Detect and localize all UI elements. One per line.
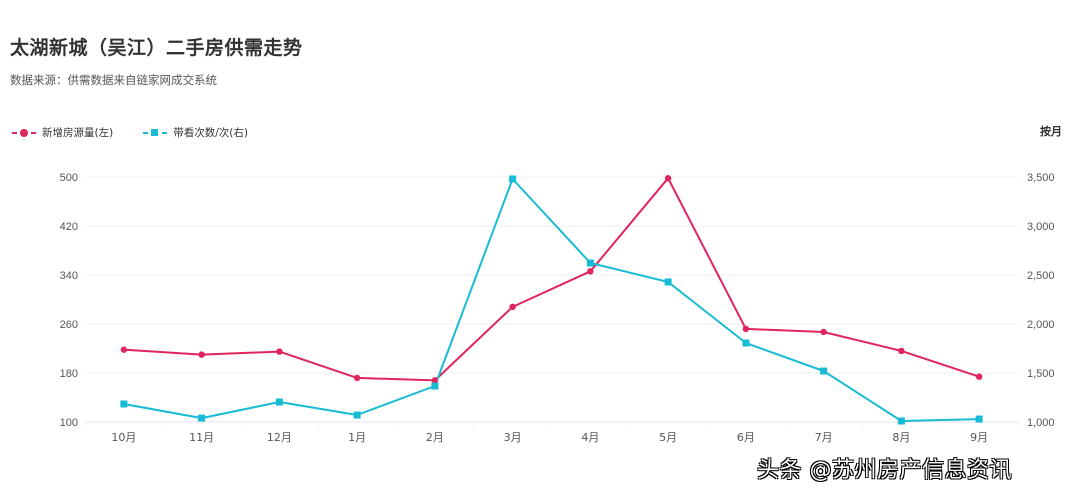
legend-item-viewings[interactable]: 带看次数/次(右) bbox=[143, 125, 248, 140]
data-point-circle[interactable] bbox=[276, 348, 283, 355]
data-point-square[interactable] bbox=[975, 415, 983, 423]
data-point-circle[interactable] bbox=[898, 347, 905, 355]
y-right-tick: 1,500 bbox=[1027, 368, 1055, 380]
x-tick-label: 7月 bbox=[815, 431, 833, 444]
x-tick-label: 3月 bbox=[504, 431, 522, 444]
data-point-circle[interactable] bbox=[820, 328, 827, 336]
legend-label: 带看次数/次(右) bbox=[173, 127, 248, 139]
series-line bbox=[123, 177, 980, 382]
data-point-square[interactable] bbox=[353, 411, 361, 419]
y-left-tick: 180 bbox=[60, 368, 78, 380]
y-right-tick: 2,000 bbox=[1027, 319, 1055, 331]
x-tick-label: 4月 bbox=[581, 431, 599, 444]
x-tick-label: 9月 bbox=[970, 431, 988, 444]
data-point-circle[interactable] bbox=[120, 346, 128, 353]
x-tick-label: 12月 bbox=[267, 431, 292, 444]
data-point-square[interactable] bbox=[275, 398, 283, 406]
data-point-square[interactable] bbox=[820, 367, 828, 375]
y-right-tick: 2,500 bbox=[1027, 270, 1055, 282]
data-point-square[interactable] bbox=[120, 400, 128, 408]
x-tick-label: 1月 bbox=[348, 431, 366, 444]
data-point-circle[interactable] bbox=[664, 175, 672, 182]
circle-marker-icon bbox=[12, 128, 36, 138]
data-point-square[interactable] bbox=[586, 259, 594, 267]
x-tick-label: 10月 bbox=[111, 431, 136, 444]
y-left-tick: 500 bbox=[60, 172, 78, 184]
x-tick-label: 11月 bbox=[189, 431, 214, 444]
y-left-tick: 260 bbox=[60, 319, 78, 331]
chart-subtitle: 数据来源：供需数据来自链家网成交系统 bbox=[10, 73, 217, 87]
y-left-tick: 340 bbox=[60, 270, 78, 282]
data-point-circle[interactable] bbox=[509, 303, 516, 311]
data-point-circle[interactable] bbox=[587, 268, 594, 275]
x-tick-label: 5月 bbox=[659, 431, 677, 444]
data-point-square[interactable] bbox=[198, 414, 206, 422]
data-point-square[interactable] bbox=[897, 417, 905, 425]
data-point-square[interactable] bbox=[742, 339, 750, 347]
watermark: 头条 @苏州房产信息资讯 bbox=[757, 458, 1012, 483]
legend-label: 新增房源量(左) bbox=[42, 127, 114, 139]
x-tick-label: 8月 bbox=[892, 431, 910, 444]
data-point-circle[interactable] bbox=[353, 374, 361, 382]
data-point-square[interactable] bbox=[509, 175, 517, 183]
y-right-tick: 3,000 bbox=[1027, 221, 1055, 233]
data-point-square[interactable] bbox=[664, 278, 672, 286]
data-point-circle[interactable] bbox=[975, 373, 983, 380]
y-right-tick: 1,000 bbox=[1027, 417, 1055, 429]
chart-title: 太湖新城（吴江）二手房供需走势 bbox=[10, 37, 303, 59]
chart-legend: 新增房源量(左) 带看次数/次(右) bbox=[12, 125, 248, 140]
x-tick-label: 6月 bbox=[737, 431, 755, 444]
series-line bbox=[123, 178, 980, 422]
square-marker-icon bbox=[143, 128, 168, 138]
legend-item-new-listings[interactable]: 新增房源量(左) bbox=[12, 125, 113, 140]
data-point-circle[interactable] bbox=[198, 351, 205, 358]
y-left-tick: 420 bbox=[60, 221, 78, 233]
x-tick-label: 2月 bbox=[426, 431, 444, 444]
y-left-tick: 100 bbox=[60, 417, 78, 429]
data-point-square[interactable] bbox=[431, 382, 439, 390]
period-label: 按月 bbox=[1040, 125, 1062, 138]
data-point-circle[interactable] bbox=[742, 325, 750, 333]
y-right-tick: 3,500 bbox=[1027, 172, 1055, 184]
data-point-circle[interactable] bbox=[431, 377, 439, 384]
